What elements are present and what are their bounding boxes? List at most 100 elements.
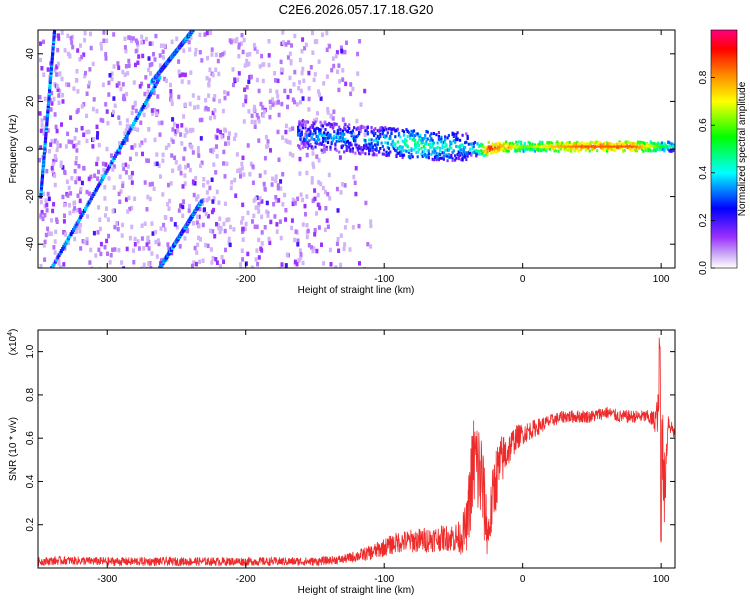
spectrogram-main-trace (470, 153, 473, 157)
spectrogram-main-trace (351, 137, 354, 141)
spectrogram-main-trace (572, 148, 575, 152)
spectrogram-speckle (82, 132, 86, 137)
spectrogram-speckle (276, 183, 280, 188)
spectrogram-main-trace (338, 150, 341, 154)
spectrogram-main-trace (310, 145, 313, 149)
spectrogram-main-trace (431, 150, 434, 154)
spectrogram-main-trace (360, 150, 363, 154)
spectrogram-main-trace (381, 132, 384, 136)
spectrogram-speckle (334, 53, 338, 59)
spectrogram-speckle (133, 126, 137, 132)
spectrogram-main-trace (550, 143, 553, 147)
spectrogram-speckle (300, 48, 304, 54)
spectrogram-main-trace (333, 134, 336, 138)
spectrogram-speckle (316, 111, 319, 116)
spectrogram-speckle (299, 88, 303, 94)
spectrogram-speckle (120, 233, 124, 238)
spectrogram-speckle (232, 82, 235, 88)
spectrogram-main-trace (414, 143, 417, 147)
spectrogram-speckle (311, 198, 315, 203)
snr-plot-area (38, 330, 675, 568)
spectrogram-speckle (225, 161, 229, 167)
spectrogram-main-trace (420, 137, 423, 141)
spectrogram-speckle (97, 142, 101, 148)
spectrogram-speckle (147, 67, 151, 73)
spectrogram-main-trace (587, 146, 590, 150)
spectrogram-speckle (332, 63, 336, 69)
spectrogram-main-trace (473, 140, 477, 144)
spectrogram-speckle (317, 89, 320, 94)
spectrogram-speckle (291, 126, 295, 131)
spectrogram-speckle (222, 149, 226, 155)
spectrogram-speckle (298, 80, 301, 85)
spectrogram-main-trace (511, 141, 514, 145)
spectrogram-speckle (43, 257, 47, 262)
spectrogram-speckle (331, 56, 335, 61)
spectrogram-main-trace (437, 158, 440, 162)
spectrogram-main-trace-core (568, 145, 571, 148)
spectrogram-main-trace-core (616, 145, 619, 148)
spectrogram-main-trace (658, 148, 661, 152)
spectrogram-cells (38, 30, 675, 268)
spectrogram-speckle (181, 184, 185, 189)
spectrogram-speckle (157, 120, 161, 126)
spectrogram-diagonal-trace (109, 162, 113, 167)
spectrogram-main-trace (456, 145, 459, 149)
spectrogram-speckle (147, 56, 151, 61)
spectrogram-speckle (138, 143, 142, 148)
spectrogram-speckle (249, 161, 253, 167)
spectrogram-speckle (234, 132, 238, 138)
spectrogram-speckle (357, 223, 361, 229)
colorbar-tick-label: 0.4 (698, 165, 709, 179)
spectrogram-speckle (55, 147, 59, 152)
spectrogram-main-trace (485, 146, 488, 150)
spectrogram-main-trace (374, 127, 377, 131)
spectrogram-diagonal-trace (141, 105, 145, 110)
spectrogram-speckle (110, 71, 114, 76)
spectrogram-speckle (183, 102, 187, 107)
spectrogram-main-trace (430, 152, 433, 156)
spectrogram-speckle (77, 140, 81, 145)
spectrogram-main-trace (350, 143, 353, 147)
spectrogram-main-trace (366, 126, 369, 130)
spectrogram-speckle (237, 45, 241, 50)
spectrogram-main-trace (373, 139, 376, 143)
spectrogram-main-trace (457, 145, 460, 149)
spectrogram-speckle (261, 113, 265, 118)
spectrogram-main-trace-core (527, 145, 530, 148)
spectrogram-speckle (267, 62, 271, 68)
spectrogram-main-trace (451, 151, 454, 154)
spectrogram-speckle (128, 235, 132, 241)
spectrogram-main-trace (363, 125, 366, 129)
spectrogram-main-trace (314, 145, 317, 149)
spectrogram-speckle (111, 112, 115, 117)
spectrogram-main-trace (341, 137, 344, 141)
spectrogram-main-trace (348, 141, 351, 145)
spectrogram-main-trace (564, 147, 568, 151)
spectrogram-speckle (103, 244, 107, 250)
spectrogram-main-trace (607, 146, 610, 150)
spectrogram-speckle (87, 191, 91, 196)
spectrogram-speckle (49, 142, 53, 147)
spectrogram-speckle (69, 36, 73, 41)
spectrogram-speckle (210, 177, 214, 182)
spectrogram-main-trace (305, 136, 308, 139)
spectrogram-main-trace (462, 155, 465, 159)
spectrogram-main-trace (320, 124, 323, 128)
spectrogram-speckle (274, 100, 278, 106)
spectrogram-speckle (219, 226, 223, 232)
spectrogram-diagonal-trace (129, 126, 133, 131)
spectrogram-diagonal-trace (97, 183, 101, 188)
spectrogram-main-trace (335, 122, 338, 126)
spectrogram-speckle (66, 33, 70, 39)
spectrogram-main-trace (326, 123, 330, 127)
spectrogram-speckle (74, 143, 78, 148)
spectrogram-main-trace (301, 140, 305, 144)
spectrogram-speckle (98, 226, 102, 232)
spectrogram-main-trace-core (592, 145, 595, 148)
spectrogram-main-trace (394, 148, 397, 152)
spectrogram-speckle (136, 60, 140, 65)
spectrogram-main-trace-core (583, 145, 586, 148)
spectrogram-main-trace (411, 155, 414, 159)
spectrogram-speckle (125, 246, 129, 252)
